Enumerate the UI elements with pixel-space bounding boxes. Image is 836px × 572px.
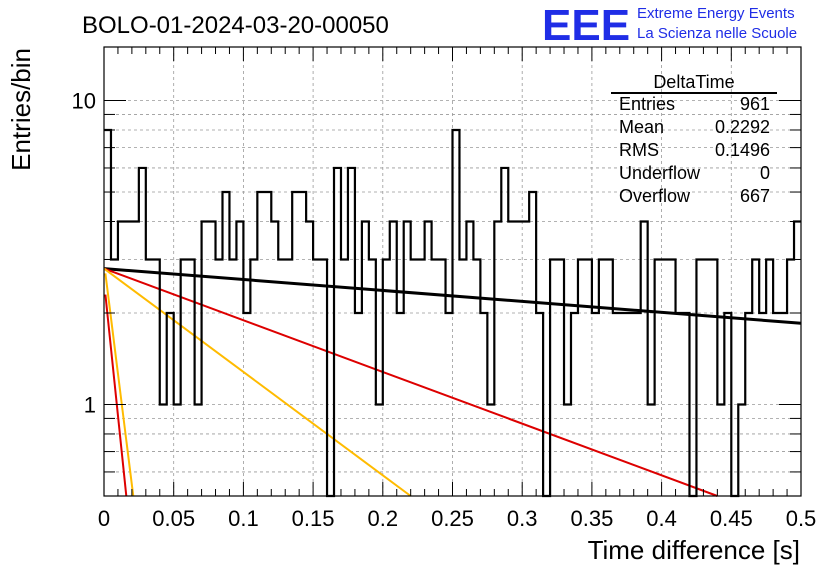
x-tick-label: 0.1 [228, 506, 259, 531]
x-tick-label: 0.05 [152, 506, 195, 531]
x-tick-label: 0.45 [710, 506, 753, 531]
y-tick-label: 1 [84, 392, 96, 417]
x-tick-label: 0.4 [646, 506, 677, 531]
y-axis-title: Entries/bin [6, 48, 36, 171]
stats-value: 961 [740, 94, 770, 114]
stats-value: 0 [760, 163, 770, 183]
logo-line-1: Extreme Energy Events [637, 5, 795, 22]
x-tick-label: 0.25 [431, 506, 474, 531]
x-tick-label: 0.5 [786, 506, 817, 531]
stats-value: 0.2292 [715, 117, 770, 137]
stats-label: Mean [619, 117, 664, 137]
plot-frame [103, 46, 802, 497]
stats-value: 0.1496 [715, 140, 770, 160]
x-axis-title: Time difference [s] [588, 535, 800, 565]
x-tick-label: 0.35 [570, 506, 613, 531]
fit-line [103, 267, 718, 497]
stats-label: Overflow [619, 186, 691, 206]
y-tick-label: 10 [72, 89, 96, 114]
eee-logo: EEE Extreme Energy Events La Scienza nel… [542, 1, 797, 50]
fit-line [104, 273, 135, 497]
stats-label: RMS [619, 140, 659, 160]
histogram-steps [104, 128, 801, 498]
x-tick-label: 0.2 [368, 506, 399, 531]
fit-line [103, 267, 412, 497]
logo-line-2: La Scienza nelle Scuole [637, 25, 797, 42]
axis-ticks: 0 0.05 0.1 0.15 0.2 0.25 0.3 0.35 0.4 0.45 0.5 1 10 [72, 47, 817, 531]
x-tick-label: 0.3 [507, 506, 538, 531]
stats-box: DeltaTime Entries 961 Mean 0.2292 RMS 0.1496 U… [611, 72, 777, 206]
fit-line [104, 294, 128, 497]
stats-name: DeltaTime [653, 72, 734, 92]
stats-value: 667 [740, 186, 770, 206]
histogram [104, 128, 801, 498]
chart-title: BOLO-01-2024-03-20-00050 [82, 12, 389, 39]
x-tick-label: 0 [98, 506, 110, 531]
stats-label: Entries [619, 94, 675, 114]
stats-label: Underflow [619, 163, 701, 183]
x-tick-label: 0.15 [292, 506, 335, 531]
logo-mark: EEE [542, 1, 630, 50]
